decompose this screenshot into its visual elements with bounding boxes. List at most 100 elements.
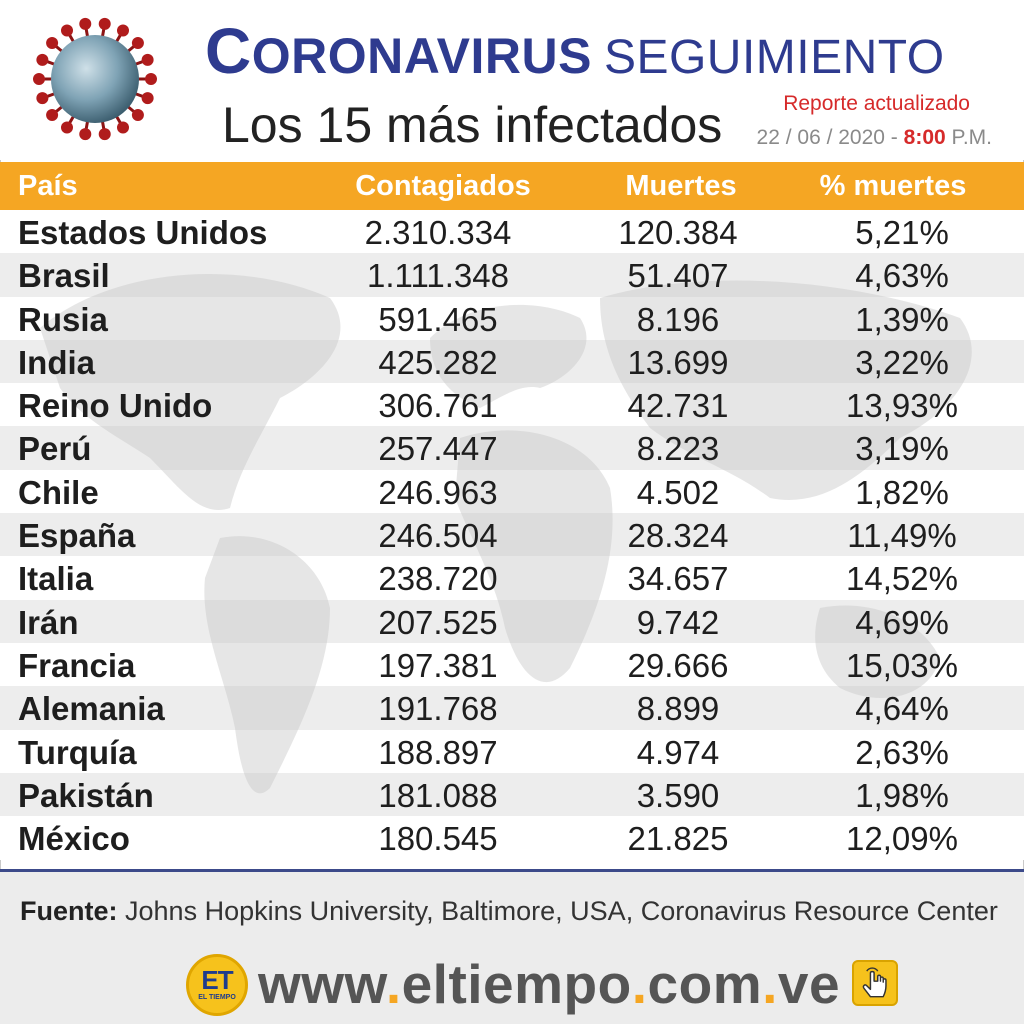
infected-cell: 181.088	[378, 776, 498, 814]
website-part: www	[258, 953, 386, 1015]
death-pct-cell: 12,09%	[846, 820, 958, 858]
el-tiempo-logo[interactable]: ET EL TIEMPO	[186, 954, 248, 1016]
deaths-cell: 3.590	[636, 776, 720, 814]
world-map-background	[40, 274, 972, 794]
infected-cell: 197.381	[378, 646, 498, 684]
table-row: Estados Unidos 2.310.334 120.384 5,21%	[0, 210, 1024, 253]
data-table: País Contagiados Muertes % muertes Estad…	[0, 162, 1024, 860]
table-row: México 180.545 21.825 12,09%	[0, 816, 1024, 859]
country-cell: Francia	[18, 646, 136, 684]
table-header: País Contagiados Muertes % muertes	[0, 162, 1024, 210]
country-cell: Italia	[18, 560, 94, 598]
click-hand-icon[interactable]	[852, 960, 898, 1006]
country-cell: España	[18, 517, 136, 555]
source-line: Fuente: Johns Hopkins University, Baltim…	[20, 896, 998, 927]
report-meridiem: P.M.	[951, 126, 992, 149]
country-cell: México	[18, 820, 130, 858]
table-row: Chile 246.963 4.502 1,82%	[0, 470, 1024, 513]
website-part: eltiempo	[401, 953, 632, 1015]
table-row: Brasil 1.111.348 51.407 4,63%	[0, 253, 1024, 297]
deaths-cell: 28.324	[627, 517, 729, 555]
table-row: Perú 257.447 8.223 3,19%	[0, 426, 1024, 470]
coronavirus-icon	[33, 17, 157, 141]
footer: Fuente: Johns Hopkins University, Baltim…	[0, 872, 1024, 1024]
death-pct-cell: 1,39%	[855, 300, 949, 338]
table-row: India 425.282 13.699 3,22%	[0, 339, 1024, 384]
deaths-cell: 42.731	[627, 387, 729, 425]
table-row: España 246.504 28.324 11,49%	[0, 513, 1024, 557]
table-row: Francia 197.381 29.666 15,03%	[0, 643, 1024, 686]
country-cell: India	[18, 343, 96, 381]
country-cell: Perú	[18, 430, 92, 468]
country-cell: Chile	[18, 473, 99, 511]
column-header-infected: Contagiados	[355, 170, 531, 202]
deaths-cell: 34.657	[627, 560, 729, 598]
table-row: Alemania 191.768 8.899 4,64%	[0, 686, 1024, 730]
report-time: 8:00	[903, 126, 946, 149]
deaths-cell: 8.899	[636, 690, 720, 728]
country-cell: Rusia	[18, 300, 108, 338]
source-text: Johns Hopkins University, Baltimore, USA…	[125, 896, 998, 926]
website-dot: .	[762, 953, 778, 1015]
website-dot: .	[631, 953, 648, 1015]
country-cell: Turquía	[18, 733, 137, 771]
logo-text: ET	[201, 965, 233, 995]
death-pct-cell: 4,63%	[855, 257, 949, 295]
infected-cell: 1.111.348	[367, 257, 509, 295]
death-pct-cell: 11,49%	[847, 517, 957, 555]
table-row: Rusia 591.465 8.196 1,39%	[0, 297, 1024, 340]
death-pct-cell: 3,19%	[855, 430, 949, 468]
infected-cell: 191.768	[378, 690, 498, 728]
footer-divider	[0, 869, 1024, 872]
deaths-cell: 21.825	[627, 820, 729, 858]
deaths-cell: 13.699	[627, 343, 729, 381]
table-row: Irán 207.525 9.742 4,69%	[0, 599, 1024, 643]
deaths-cell: 4.502	[636, 473, 720, 511]
country-cell: Alemania	[18, 690, 165, 728]
infected-cell: 188.897	[378, 733, 498, 771]
infected-cell: 306.761	[378, 387, 498, 425]
page-subtitle: Los 15 más infectados	[222, 97, 723, 153]
column-header-death-pct: % muertes	[819, 170, 967, 202]
death-pct-cell: 1,82%	[855, 473, 949, 511]
deaths-cell: 8.223	[636, 430, 720, 468]
header: CORONAVIRUS SEGUIMIENTO Los 15 más infect…	[0, 0, 1024, 160]
logo-subtext: EL TIEMPO	[198, 994, 236, 1001]
country-cell: Pakistán	[18, 776, 154, 814]
deaths-cell: 51.407	[627, 257, 729, 295]
report-date: 22 / 06 / 2020 -	[756, 126, 898, 149]
infected-cell: 180.545	[378, 820, 498, 858]
death-pct-cell: 4,69%	[855, 603, 949, 641]
deaths-cell: 9.742	[636, 603, 720, 641]
infected-cell: 246.963	[378, 473, 498, 511]
website-part: ve	[777, 953, 841, 1015]
website-dot: .	[385, 953, 402, 1015]
website-link[interactable]: www.eltiempo.com.ve	[258, 952, 840, 1016]
infected-cell: 246.504	[378, 517, 498, 555]
website-part: com	[647, 953, 763, 1015]
table-body: Estados Unidos 2.310.334 120.384 5,21% Brasi…	[0, 210, 1024, 859]
country-cell: Reino Unido	[18, 387, 213, 425]
infected-cell: 591.465	[378, 300, 498, 338]
deaths-cell: 120.384	[618, 214, 738, 251]
infected-cell: 238.720	[378, 560, 498, 598]
country-cell: Brasil	[18, 257, 110, 295]
death-pct-cell: 5,21%	[855, 214, 949, 251]
table-row: Reino Unido 306.761 42.731 13,93%	[0, 383, 1024, 426]
death-pct-cell: 1,98%	[855, 776, 949, 814]
country-cell: Estados Unidos	[18, 214, 268, 251]
death-pct-cell: 2,63%	[855, 733, 949, 771]
source-label: Fuente:	[20, 896, 118, 926]
report-label: Reporte actualizado	[783, 92, 970, 115]
death-pct-cell: 14,52%	[846, 560, 958, 598]
country-cell: Irán	[18, 603, 79, 641]
column-header-country: País	[18, 170, 78, 202]
death-pct-cell: 3,22%	[855, 343, 949, 381]
deaths-cell: 8.196	[636, 300, 720, 338]
title-coronavirus: CORONAVIRUS	[205, 15, 592, 87]
table-row: Italia 238.720 34.657 14,52%	[0, 556, 1024, 599]
infected-cell: 257.447	[378, 430, 498, 468]
table-row: Pakistán 181.088 3.590 1,98%	[0, 772, 1024, 817]
column-header-deaths: Muertes	[625, 170, 737, 202]
deaths-cell: 4.974	[636, 733, 720, 771]
